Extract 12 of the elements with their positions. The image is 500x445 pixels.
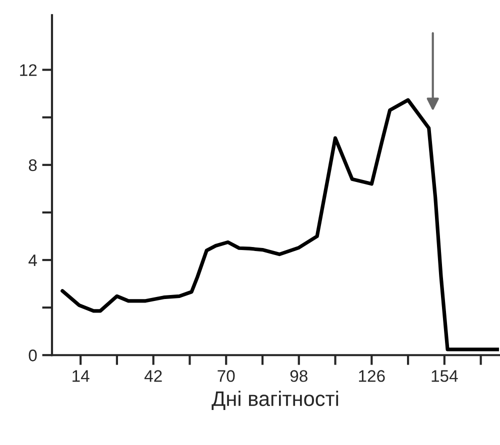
x-axis-title: Дні вагітності	[212, 390, 338, 410]
y-tick-label: 12	[20, 64, 37, 76]
y-tick-label: 8	[28, 159, 37, 172]
x-tick-label: 154	[432, 370, 458, 382]
x-tick-label: 42	[144, 370, 162, 382]
x-tick-label: 70	[218, 370, 235, 382]
y-tick-label: 0	[28, 350, 37, 362]
x-tick-label: 98	[290, 370, 308, 382]
x-tick-label: 126	[359, 370, 385, 382]
line-series	[60, 98, 499, 352]
y-tick-label: 4	[28, 254, 37, 266]
x-tick-label: 14	[72, 370, 90, 382]
